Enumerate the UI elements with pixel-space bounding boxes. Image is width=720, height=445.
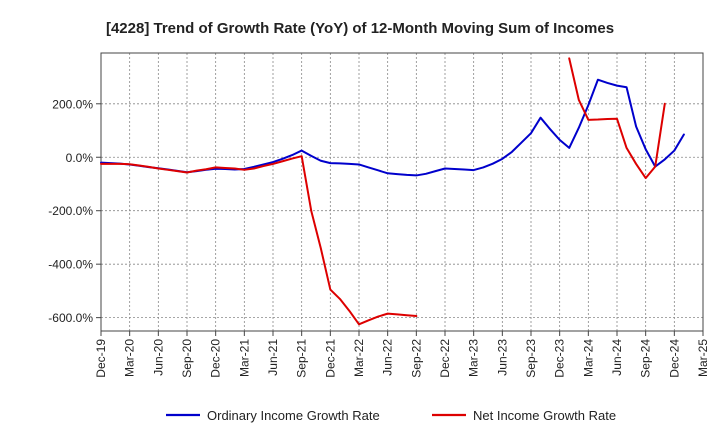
grid-layer xyxy=(101,53,703,331)
y-tick-label: -200.0% xyxy=(48,204,93,218)
x-tick-label: Sep-23 xyxy=(524,339,538,378)
x-tick-label: Dec-24 xyxy=(667,339,681,378)
x-tick-label: Jun-23 xyxy=(495,339,509,376)
series-layer xyxy=(100,57,685,326)
legend-label-net-income: Net Income Growth Rate xyxy=(473,408,616,423)
x-axis-ticks: Dec-19 Mar-20 Jun-20 Sep-20 Dec-20 Mar-21 Jun-… xyxy=(94,331,710,378)
x-tick-label: Sep-20 xyxy=(180,339,194,378)
x-tick-label: Sep-24 xyxy=(639,339,653,378)
series-line-ordinary-income xyxy=(100,78,685,177)
y-tick-label: -600.0% xyxy=(48,311,93,325)
x-tick-label: Dec-20 xyxy=(209,339,223,378)
y-tick-label: -400.0% xyxy=(48,258,93,272)
x-tick-label: Mar-22 xyxy=(352,339,366,377)
y-tick-label: 200.0% xyxy=(52,97,93,111)
x-tick-label: Mar-23 xyxy=(467,339,481,377)
x-tick-label: Sep-22 xyxy=(409,339,423,378)
legend-label-ordinary-income: Ordinary Income Growth Rate xyxy=(207,408,380,423)
x-tick-label: Jun-21 xyxy=(266,339,280,376)
x-tick-label: Jun-22 xyxy=(381,339,395,376)
x-tick-label: Dec-22 xyxy=(438,339,452,378)
x-tick-label: Mar-25 xyxy=(696,339,710,377)
x-tick-label: Jun-24 xyxy=(610,339,624,376)
x-tick-label: Dec-23 xyxy=(553,339,567,378)
plot-frame xyxy=(100,52,704,332)
x-tick-label: Dec-19 xyxy=(94,339,108,378)
legend: Ordinary Income Growth Rate Net Income G… xyxy=(166,408,616,423)
x-tick-label: Sep-21 xyxy=(295,339,309,378)
x-tick-label: Mar-24 xyxy=(581,339,595,377)
x-tick-label: Mar-21 xyxy=(237,339,251,377)
y-axis-ticks: -600.0% -400.0% -200.0% 0.0% 200.0% xyxy=(48,97,101,325)
y-tick-label: 0.0% xyxy=(66,151,94,165)
x-tick-label: Dec-21 xyxy=(323,339,337,378)
chart-title: [4228] Trend of Growth Rate (YoY) of 12-… xyxy=(106,20,614,37)
x-tick-label: Mar-20 xyxy=(123,339,137,377)
x-tick-label: Jun-20 xyxy=(151,339,165,376)
series-line-net-income xyxy=(100,57,666,326)
